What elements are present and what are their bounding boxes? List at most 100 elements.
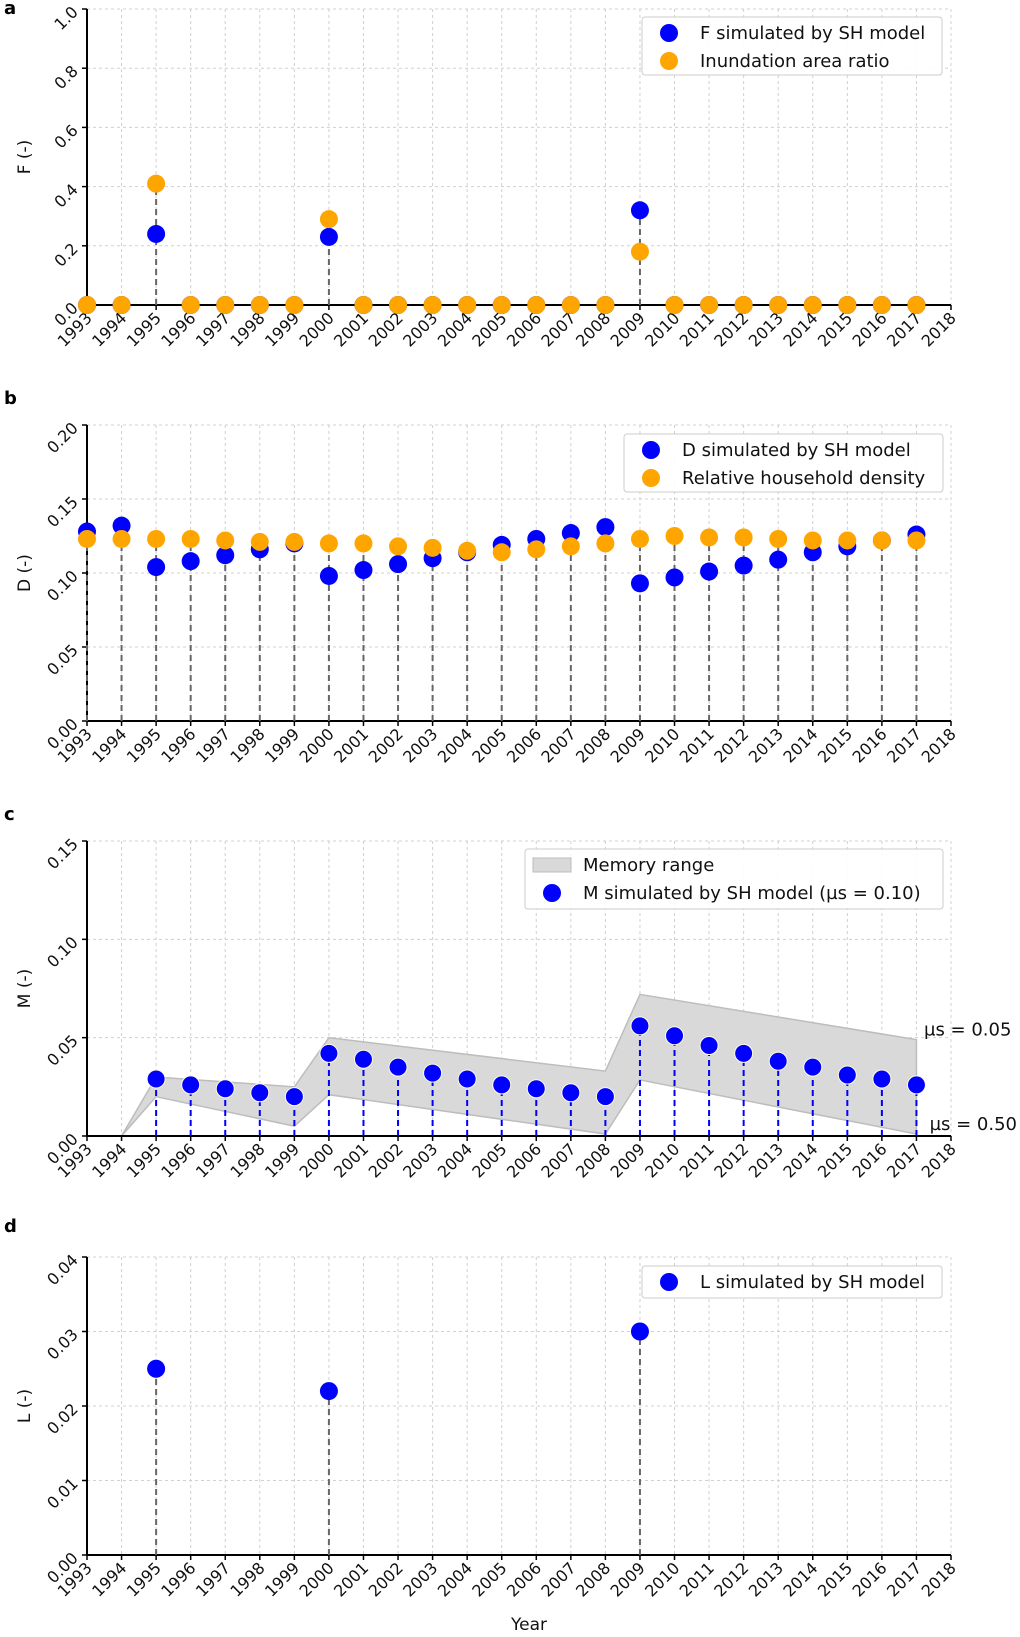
data-point-relative xyxy=(700,528,719,547)
legend-label: M simulated by SH model (µs = 0.10) xyxy=(583,883,921,904)
data-point-f xyxy=(630,201,649,220)
x-tick-label: 2009 xyxy=(607,1139,649,1181)
y-tick-label: 0.10 xyxy=(43,933,82,972)
data-point-relative xyxy=(492,543,511,562)
data-point-m xyxy=(803,1057,823,1077)
data-point-m xyxy=(492,1075,512,1095)
x-tick-label: 2010 xyxy=(641,1139,683,1181)
y-axis-label: L (-) xyxy=(15,1389,35,1423)
data-point-inundation xyxy=(527,296,546,314)
data-point-relative xyxy=(734,528,753,547)
x-tick-label: 2012 xyxy=(710,1558,752,1600)
x-tick-label: 2002 xyxy=(365,1139,407,1181)
x-tick-label: 1996 xyxy=(157,308,199,350)
data-point-m xyxy=(699,1036,719,1056)
x-tick-label: 1999 xyxy=(261,308,303,350)
data-point-inundation xyxy=(700,296,719,314)
x-tick-label: 1995 xyxy=(123,1139,165,1181)
legend: L simulated by SH model xyxy=(641,1265,943,1299)
data-point-d xyxy=(630,574,649,593)
data-point-m xyxy=(734,1043,754,1063)
y-tick-label: 0.04 xyxy=(43,1250,82,1289)
x-tick-label: 2003 xyxy=(399,724,441,766)
data-point-m xyxy=(423,1063,443,1083)
data-point-inundation xyxy=(319,210,338,229)
data-point-inundation xyxy=(285,296,304,314)
data-point-d xyxy=(181,552,200,571)
x-tick-label: 1995 xyxy=(123,1558,165,1600)
x-tick-label: 2006 xyxy=(503,1558,545,1600)
x-tick-label: 2004 xyxy=(434,1558,476,1600)
data-point-inundation xyxy=(734,296,753,314)
x-axis-label: Year xyxy=(510,1615,547,1635)
x-tick-label: 2017 xyxy=(883,308,925,350)
data-point-inundation xyxy=(665,296,684,314)
x-tick-label: 2008 xyxy=(572,308,614,350)
data-point-d xyxy=(596,518,615,537)
x-tick-label: 2016 xyxy=(848,308,890,350)
data-point-l xyxy=(319,1382,338,1401)
x-tick-label: 2005 xyxy=(468,724,510,766)
data-point-relative xyxy=(458,541,477,560)
x-tick-label: 2008 xyxy=(572,724,614,766)
data-point-m xyxy=(906,1075,926,1095)
x-tick-label: 2018 xyxy=(918,1139,960,1181)
data-point-relative xyxy=(803,531,822,550)
x-tick-label: 2006 xyxy=(503,724,545,766)
data-point-relative xyxy=(216,531,235,550)
x-tick-label: 1996 xyxy=(157,1139,199,1181)
panel-b: b0.000.050.100.150.201993199419951996199… xyxy=(4,388,960,767)
data-point-m xyxy=(353,1049,373,1069)
memory-range-band xyxy=(120,993,918,1137)
annotation-mu-050: µs = 0.50 xyxy=(930,1114,1017,1135)
data-point-m xyxy=(250,1083,270,1103)
data-point-relative xyxy=(630,529,649,548)
y-axis-label: F (-) xyxy=(15,140,35,175)
x-tick-label: 2007 xyxy=(537,1139,579,1181)
data-point-d xyxy=(216,546,235,565)
x-tick-label: 2000 xyxy=(296,308,338,350)
data-point-inundation xyxy=(769,296,788,314)
data-point-m xyxy=(526,1079,546,1099)
data-point-relative xyxy=(596,534,615,553)
x-tick-label: 2003 xyxy=(399,1139,441,1181)
data-point-inundation xyxy=(907,296,926,314)
x-tick-label: 2016 xyxy=(848,724,890,766)
data-point-relative xyxy=(561,537,580,556)
x-tick-label: 1997 xyxy=(192,1558,234,1600)
data-point-inundation xyxy=(561,296,580,314)
y-axis-label: D (-) xyxy=(15,554,35,592)
data-point-relative xyxy=(147,529,166,548)
data-point-inundation xyxy=(78,296,96,314)
x-tick-label: 2011 xyxy=(676,308,718,350)
x-tick-label: 2018 xyxy=(918,724,960,766)
x-tick-label: 1994 xyxy=(88,308,130,350)
data-point-d xyxy=(112,516,131,535)
x-tick-label: 1997 xyxy=(192,724,234,766)
legend-label: Inundation area ratio xyxy=(700,51,890,72)
data-point-m xyxy=(181,1075,201,1095)
x-tick-label: 1999 xyxy=(261,1558,303,1600)
x-tick-label: 2011 xyxy=(676,724,718,766)
legend-marker xyxy=(642,469,660,487)
x-tick-label: 2015 xyxy=(814,1558,856,1600)
data-point-inundation xyxy=(250,296,269,314)
x-tick-label: 2005 xyxy=(468,308,510,350)
data-point-relative xyxy=(181,529,200,548)
x-tick-label: 2011 xyxy=(676,1139,718,1181)
data-point-inundation xyxy=(596,296,615,314)
legend: Memory range M simulated by SH model (µs … xyxy=(524,848,944,910)
legend-box xyxy=(641,1265,943,1299)
x-tick-label: 2002 xyxy=(365,308,407,350)
data-point-inundation xyxy=(458,296,477,314)
panel-letter: d xyxy=(4,1216,17,1237)
x-tick-label: 2007 xyxy=(537,1558,579,1600)
y-tick-label: 0.15 xyxy=(43,492,82,531)
legend-marker xyxy=(660,52,678,70)
data-point-inundation xyxy=(147,174,166,193)
data-point-m xyxy=(146,1069,166,1089)
x-tick-label: 2013 xyxy=(745,308,787,350)
panel-letter: c xyxy=(4,804,15,825)
legend-marker xyxy=(642,441,660,459)
